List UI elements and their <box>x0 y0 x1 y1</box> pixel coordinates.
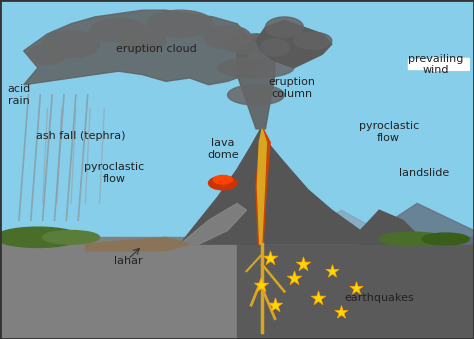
Point <box>300 262 307 267</box>
Ellipse shape <box>0 227 81 247</box>
Point <box>314 296 321 301</box>
Point <box>352 285 359 291</box>
Ellipse shape <box>209 176 237 190</box>
Text: earthquakes: earthquakes <box>344 293 414 303</box>
Ellipse shape <box>261 39 289 56</box>
Point <box>337 309 345 315</box>
Ellipse shape <box>28 44 66 64</box>
Ellipse shape <box>5 236 43 246</box>
Point <box>290 275 298 281</box>
Text: acid
rain: acid rain <box>7 84 31 106</box>
Polygon shape <box>85 237 190 251</box>
Polygon shape <box>237 237 474 339</box>
FancyArrow shape <box>422 57 469 72</box>
Ellipse shape <box>223 34 289 54</box>
Text: landslide: landslide <box>399 168 449 178</box>
Text: lahar: lahar <box>114 256 142 266</box>
Text: ash fall (tephra): ash fall (tephra) <box>36 131 125 141</box>
Ellipse shape <box>90 19 147 42</box>
Ellipse shape <box>204 25 251 49</box>
Ellipse shape <box>118 31 166 51</box>
Text: prevailing
wind: prevailing wind <box>409 54 464 75</box>
Polygon shape <box>284 210 403 244</box>
Point <box>271 302 279 308</box>
Ellipse shape <box>147 10 213 37</box>
Ellipse shape <box>218 58 294 78</box>
Polygon shape <box>0 237 474 339</box>
Text: eruption
column: eruption column <box>268 77 315 99</box>
Ellipse shape <box>43 31 100 58</box>
Polygon shape <box>256 20 332 68</box>
Text: lava
dome: lava dome <box>207 138 238 160</box>
Bar <box>408 59 446 69</box>
Ellipse shape <box>228 85 284 105</box>
Polygon shape <box>257 129 266 244</box>
Polygon shape <box>261 197 356 244</box>
Ellipse shape <box>379 232 446 246</box>
Polygon shape <box>360 210 427 244</box>
Polygon shape <box>237 34 275 129</box>
Text: eruption cloud: eruption cloud <box>116 44 197 54</box>
Polygon shape <box>180 203 246 244</box>
Ellipse shape <box>43 231 100 244</box>
Ellipse shape <box>294 32 332 49</box>
Text: pyroclastic
flow: pyroclastic flow <box>358 121 419 143</box>
Point <box>328 268 336 274</box>
Point <box>257 282 264 287</box>
Polygon shape <box>356 203 474 244</box>
Polygon shape <box>256 129 270 244</box>
Point <box>266 255 274 260</box>
Ellipse shape <box>422 233 469 245</box>
Ellipse shape <box>213 176 232 184</box>
Text: pyroclastic
flow: pyroclastic flow <box>83 162 144 184</box>
Polygon shape <box>24 10 256 85</box>
Ellipse shape <box>265 17 303 37</box>
Bar <box>0 0 474 254</box>
Polygon shape <box>180 129 389 244</box>
